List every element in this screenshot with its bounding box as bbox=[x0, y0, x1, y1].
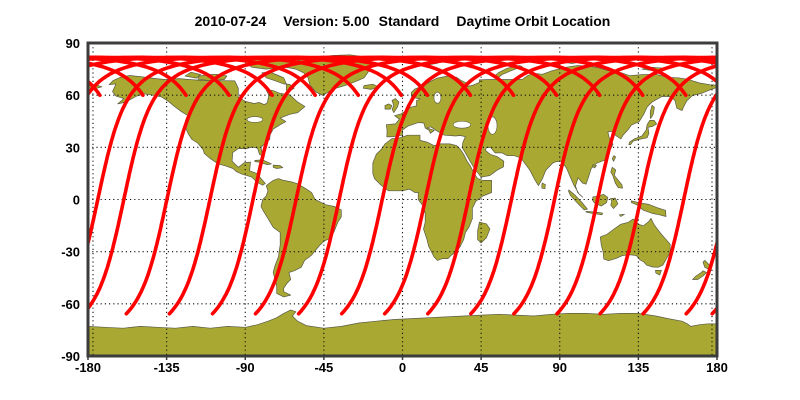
orbit-track bbox=[88, 55, 317, 97]
landmass-hispaniola bbox=[272, 164, 284, 169]
orbit-track bbox=[555, 57, 717, 316]
landmass-banks-island bbox=[184, 71, 202, 79]
orbit-track bbox=[382, 55, 717, 316]
title-edition: Standard bbox=[378, 13, 440, 29]
landmass-ireland bbox=[384, 103, 393, 110]
landmass-taiwan bbox=[611, 155, 617, 162]
orbit-track bbox=[469, 55, 717, 316]
landmass-madagascar bbox=[477, 221, 491, 244]
x-tick-label: 180 bbox=[706, 360, 728, 375]
landmass-baffin-island bbox=[261, 71, 295, 93]
orbit-track bbox=[88, 55, 274, 97]
y-tick-label: -60 bbox=[61, 297, 80, 312]
landmass-sumatra bbox=[568, 189, 588, 211]
landmass-japan bbox=[628, 120, 658, 146]
landmass-sri-lanka bbox=[541, 182, 546, 190]
plot-title: 2010-07-24 Version: 5.00 Standard Daytim… bbox=[88, 13, 717, 29]
landmass-new-zealand-south bbox=[692, 270, 707, 280]
orbit-track bbox=[684, 235, 717, 316]
baltic-sea bbox=[433, 91, 442, 104]
orbit-track bbox=[253, 55, 602, 316]
landmass-sulawesi bbox=[610, 197, 619, 209]
x-axis-labels: -180 -135 -90 -45 0 45 90 135 180 bbox=[75, 360, 728, 375]
orbit-track bbox=[167, 55, 516, 316]
orbit-track bbox=[88, 55, 404, 251]
y-tick-label: -90 bbox=[61, 349, 80, 364]
landmass-sakhalin bbox=[649, 104, 655, 119]
title-date: 2010-07-24 bbox=[194, 13, 267, 29]
landmass-hainan bbox=[592, 164, 597, 169]
x-tick-label: 90 bbox=[553, 360, 567, 375]
landmass-uk bbox=[391, 98, 400, 113]
plot-frame bbox=[86, 41, 719, 358]
orbit-tracks bbox=[0, 55, 800, 316]
orbit-track bbox=[0, 57, 57, 313]
x-tick-label: -135 bbox=[154, 360, 180, 375]
y-axis-labels: 90 60 30 0 -30 -60 -90 bbox=[61, 36, 80, 364]
landmass-tasmania bbox=[655, 270, 662, 276]
orbit-track bbox=[0, 57, 14, 313]
orbit-track bbox=[641, 91, 717, 316]
title-product: Daytime Orbit Location bbox=[456, 13, 611, 29]
y-tick-label: -30 bbox=[61, 245, 80, 260]
great-lakes bbox=[246, 116, 264, 123]
x-tick-label: -45 bbox=[314, 360, 333, 375]
orbit-track bbox=[88, 55, 361, 98]
black-sea bbox=[452, 120, 471, 129]
orbit-track bbox=[710, 305, 717, 316]
orbit-track bbox=[88, 79, 102, 97]
orbit-track bbox=[512, 55, 717, 316]
x-tick-label: 135 bbox=[628, 360, 650, 375]
x-tick-label: 0 bbox=[399, 360, 406, 375]
y-tick-label: 30 bbox=[66, 140, 80, 155]
orbit-track bbox=[210, 55, 559, 316]
y-tick-label: 0 bbox=[73, 193, 80, 208]
x-tick-label: 45 bbox=[474, 360, 488, 375]
y-tick-label: 60 bbox=[66, 88, 80, 103]
orbit-track bbox=[339, 55, 688, 316]
landmass-new-zealand-north bbox=[702, 260, 711, 270]
orbit-track bbox=[598, 63, 717, 316]
orbit-track bbox=[426, 55, 717, 316]
landmass-timor bbox=[618, 213, 625, 217]
orbit-track bbox=[755, 57, 800, 313]
x-tick-label: -180 bbox=[75, 360, 101, 375]
landmass-eurasia bbox=[385, 65, 717, 198]
landmass-philippines bbox=[610, 166, 623, 189]
title-version: Version: 5.00 bbox=[283, 13, 370, 29]
y-tick-label: 90 bbox=[66, 36, 80, 51]
landmass-novaya-zemlya bbox=[493, 65, 523, 78]
landmass-iceland bbox=[362, 83, 379, 90]
x-tick-label: -90 bbox=[236, 360, 255, 375]
orbit-track bbox=[296, 55, 645, 316]
